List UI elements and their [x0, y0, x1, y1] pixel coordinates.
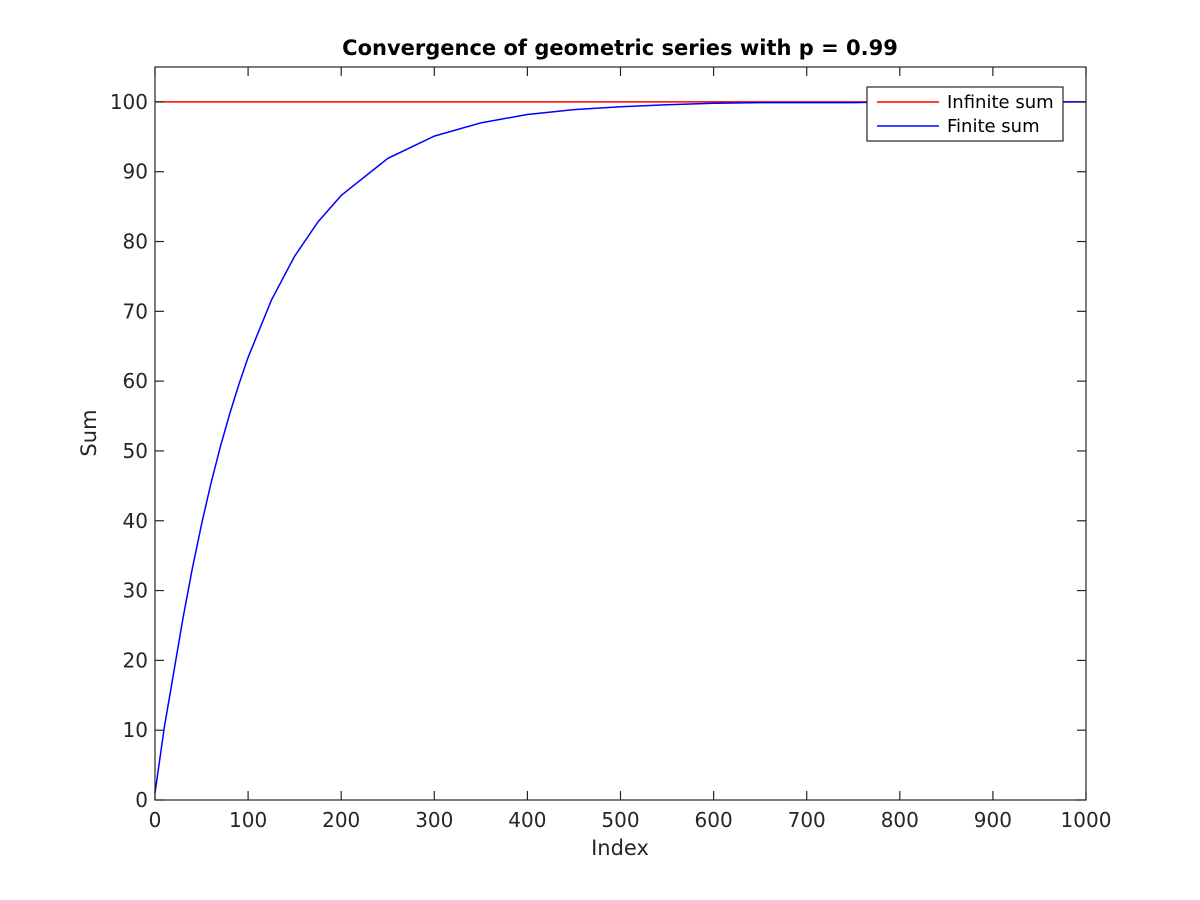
chart-title: Convergence of geometric series with p =…	[342, 36, 898, 60]
x-tick-label: 900	[974, 808, 1012, 832]
legend-label: Finite sum	[947, 116, 1040, 137]
y-axis-label: Sum	[77, 409, 101, 456]
legend-label: Infinite sum	[947, 92, 1054, 113]
x-tick-label: 300	[415, 808, 453, 832]
x-tick-label: 400	[508, 808, 546, 832]
x-tick-label: 0	[149, 808, 162, 832]
y-tick-label: 100	[110, 90, 148, 114]
y-tick-label: 20	[123, 648, 148, 672]
tick-marks	[154, 67, 1087, 801]
x-tick-label: 500	[601, 808, 639, 832]
legend-entries: Infinite sum Finite sum	[877, 92, 1054, 137]
y-tick-label: 60	[123, 369, 148, 393]
x-tick-labels: 0 100 200 300 400 500 600 700 800 900 1000	[149, 808, 1112, 832]
y-tick-label: 30	[123, 579, 148, 603]
y-tick-label: 0	[135, 788, 148, 812]
y-tick-label: 50	[123, 439, 148, 463]
legend[interactable]: Infinite sum Finite sum	[866, 86, 1064, 142]
x-tick-label: 800	[881, 808, 919, 832]
legend-box	[866, 86, 1064, 142]
x-tick-label: 100	[229, 808, 267, 832]
x-tick-label: 600	[695, 808, 733, 832]
series-line-2	[154, 101, 1086, 794]
x-axis-label: Index	[591, 836, 649, 860]
y-tick-label: 40	[123, 509, 148, 533]
x-tick-label: 200	[322, 808, 360, 832]
x-tick-label: 1000	[1061, 808, 1112, 832]
axes-background	[155, 67, 1086, 800]
y-tick-label: 90	[123, 160, 148, 184]
y-tick-labels: 0 10 20 30 40 50 60 70 80 90 100	[110, 90, 148, 812]
y-tick-label: 70	[123, 299, 148, 323]
y-tick-label: 80	[123, 230, 148, 254]
plot-area: 0 100 200 300 400 500 600 700 800 900 1000 0 10 20 30…	[110, 66, 1112, 832]
y-tick-label: 10	[123, 718, 148, 742]
x-tick-label: 700	[788, 808, 826, 832]
